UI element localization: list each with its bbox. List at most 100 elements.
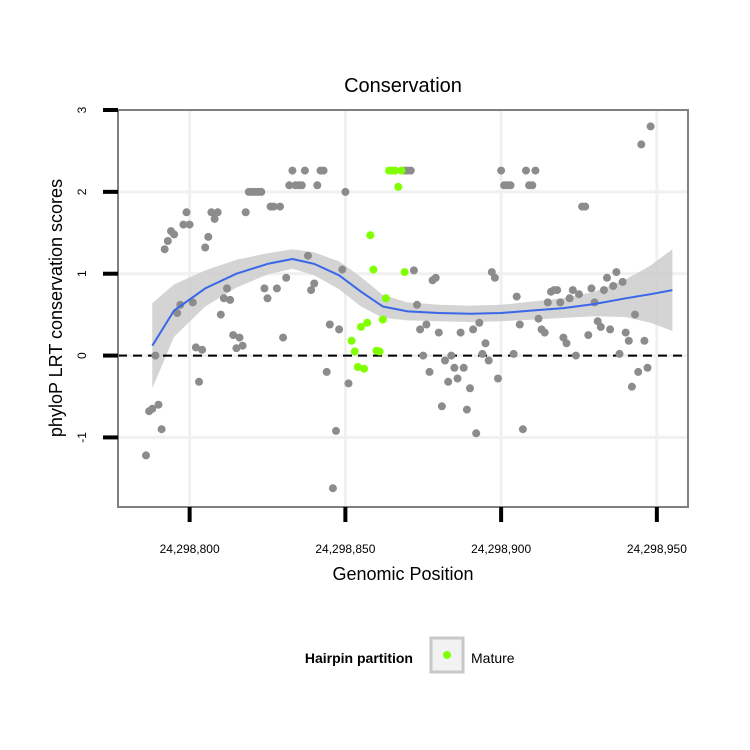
other-point-103 <box>515 320 524 329</box>
confidence-band <box>152 249 673 389</box>
other-point-131 <box>603 273 611 282</box>
other-point-19 <box>201 243 210 252</box>
other-point-142 <box>637 140 646 149</box>
other-point-13 <box>182 208 191 217</box>
other-point-60 <box>328 484 337 493</box>
other-point-95 <box>490 273 499 282</box>
other-point-88 <box>469 325 478 334</box>
other-point-71 <box>416 325 425 334</box>
other-point-25 <box>219 294 228 303</box>
other-point-90 <box>475 318 484 327</box>
y-tick-label-0: -1 <box>75 432 89 443</box>
other-point-24 <box>216 310 225 319</box>
other-point-84 <box>456 328 465 337</box>
other-point-141 <box>634 367 643 376</box>
other-point-26 <box>223 284 231 293</box>
other-point-83 <box>453 374 462 383</box>
other-point-134 <box>612 268 621 277</box>
other-point-6 <box>160 245 169 254</box>
other-point-37 <box>257 187 266 196</box>
other-point-86 <box>462 405 471 414</box>
mature-point-16 <box>397 166 406 175</box>
other-point-22 <box>210 214 219 223</box>
mature-point-6 <box>366 231 375 240</box>
mature-point-1 <box>350 347 359 356</box>
other-point-143 <box>640 336 649 345</box>
other-point-72 <box>419 351 428 360</box>
other-point-0 <box>142 451 150 460</box>
mature-point-0 <box>347 336 356 345</box>
other-point-138 <box>624 336 633 345</box>
other-point-14 <box>185 220 194 229</box>
other-point-47 <box>288 166 297 175</box>
legend-label-mature: Mature <box>471 650 515 666</box>
other-point-137 <box>621 328 630 337</box>
other-point-12 <box>179 220 188 229</box>
other-point-20 <box>204 232 213 241</box>
x-axis: 24,298,800 24,298,850 24,298,900 24,298,950 <box>160 507 687 556</box>
other-point-63 <box>338 265 347 274</box>
other-point-93 <box>484 356 493 365</box>
mature-point-3 <box>357 322 365 331</box>
other-point-125 <box>584 331 593 340</box>
other-point-53 <box>307 286 316 295</box>
other-point-17 <box>195 377 203 386</box>
legend-title: Hairpin partition <box>305 650 413 666</box>
other-point-16 <box>191 343 200 352</box>
other-point-5 <box>157 425 166 434</box>
mature-point-4 <box>360 364 369 373</box>
y-tick-label-2: 1 <box>75 270 89 277</box>
mature-point-2 <box>353 363 362 371</box>
other-point-115 <box>553 286 562 295</box>
other-point-43 <box>276 202 284 211</box>
other-point-145 <box>646 122 655 131</box>
other-point-78 <box>437 402 446 411</box>
y-axis-title: phyloP LRT conservation scores <box>46 179 66 437</box>
other-point-91 <box>478 349 487 358</box>
other-point-133 <box>609 282 618 290</box>
other-point-52 <box>304 251 312 260</box>
other-point-30 <box>235 333 244 342</box>
other-point-73 <box>422 320 431 329</box>
mature-point-7 <box>369 265 378 274</box>
other-point-57 <box>319 166 328 175</box>
chart-title: Conservation <box>344 75 462 97</box>
y-tick-label-1: 0 <box>75 352 89 359</box>
x-tick-label-2: 24,298,900 <box>471 542 531 556</box>
mature-point-9 <box>375 347 384 356</box>
other-point-21 <box>207 208 216 217</box>
other-point-129 <box>596 322 605 331</box>
other-point-61 <box>332 426 340 435</box>
other-point-70 <box>413 300 421 309</box>
other-point-9 <box>170 230 179 239</box>
other-point-76 <box>431 273 440 282</box>
other-point-42 <box>272 284 281 293</box>
mature-point-5 <box>363 318 372 327</box>
other-point-2 <box>148 404 157 413</box>
other-point-87 <box>466 384 474 393</box>
y-tick-label-3: 2 <box>75 188 89 195</box>
other-point-121 <box>571 351 580 360</box>
other-point-39 <box>263 294 272 303</box>
other-point-4 <box>154 400 163 409</box>
smooth-curve <box>151 258 673 347</box>
other-point-3 <box>151 351 160 360</box>
other-point-46 <box>285 181 294 190</box>
other-point-64 <box>341 187 350 196</box>
other-point-10 <box>173 309 182 317</box>
other-point-59 <box>325 320 334 329</box>
other-point-18 <box>198 345 207 354</box>
other-point-69 <box>409 266 418 275</box>
other-point-136 <box>618 277 627 286</box>
loess-smooth-line <box>151 258 673 347</box>
other-point-102 <box>512 292 521 301</box>
other-point-50 <box>297 181 306 190</box>
mature-point-10 <box>378 315 387 324</box>
other-point-44 <box>279 333 288 342</box>
other-point-135 <box>615 349 624 358</box>
other-point-111 <box>540 328 549 337</box>
y-axis: -1 0 1 2 3 <box>75 106 118 443</box>
mature-point-15 <box>394 182 403 191</box>
other-point-45 <box>282 273 291 282</box>
